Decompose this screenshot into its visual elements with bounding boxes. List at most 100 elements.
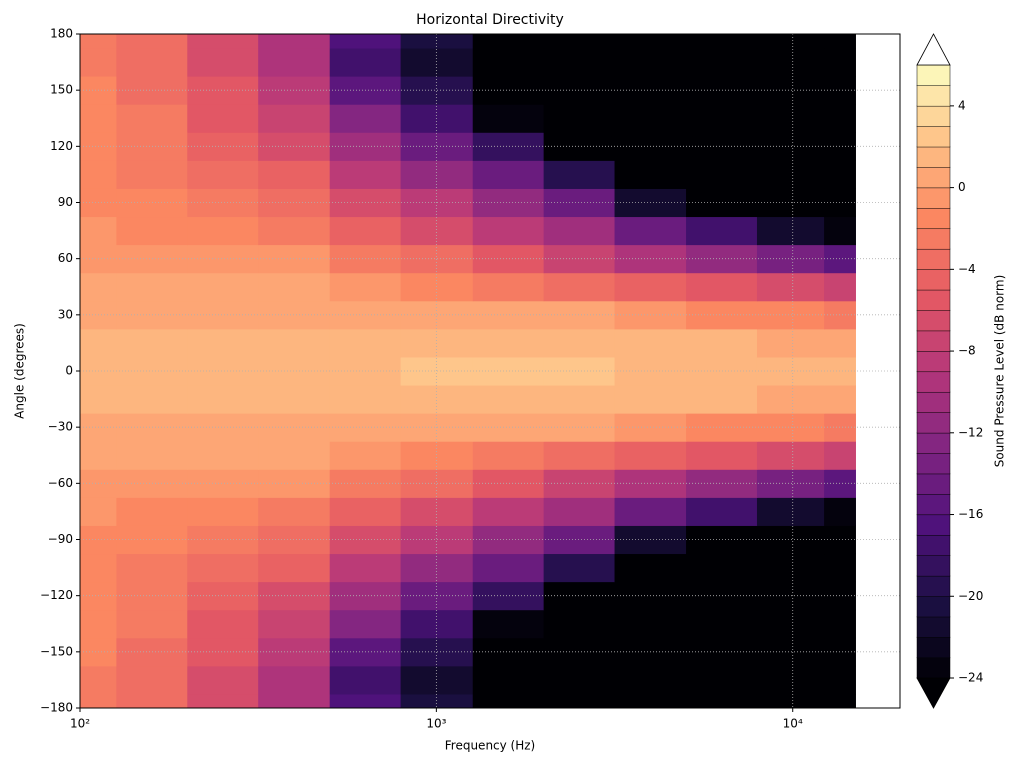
cell — [472, 272, 545, 302]
cell — [329, 553, 402, 583]
cell — [116, 693, 188, 709]
cell — [80, 160, 117, 189]
cell — [543, 637, 616, 667]
cell — [614, 553, 687, 583]
colorbar-level — [916, 64, 951, 86]
y-tick-label: 120 — [50, 139, 73, 153]
cell — [187, 300, 259, 330]
cell — [187, 441, 259, 470]
cell — [686, 328, 758, 358]
cell — [472, 34, 545, 49]
colorbar-level — [916, 289, 951, 311]
cell — [756, 609, 825, 639]
cell — [187, 216, 259, 246]
cell — [329, 385, 402, 414]
cell — [543, 34, 616, 49]
cell — [543, 300, 616, 330]
cell — [400, 104, 474, 133]
cell — [400, 525, 474, 555]
cell — [80, 609, 117, 639]
cell — [187, 188, 259, 218]
cell — [400, 48, 474, 77]
cell — [614, 104, 687, 133]
cell — [824, 356, 856, 386]
cell — [614, 665, 687, 695]
colorbar-level — [916, 207, 951, 230]
cell — [756, 272, 825, 302]
cell — [472, 244, 545, 274]
colorbar-level — [916, 493, 951, 516]
cell — [400, 609, 474, 639]
cell — [400, 34, 474, 49]
cell — [329, 441, 402, 470]
cell — [756, 469, 825, 498]
x-tick-label: 10⁴ — [783, 717, 803, 731]
cell — [116, 609, 188, 639]
cell — [824, 413, 856, 442]
colorbar-level — [916, 371, 951, 393]
y-tick-label: 30 — [58, 307, 73, 321]
colorbar-level — [916, 187, 951, 209]
colorbar-level — [916, 452, 951, 475]
cell — [258, 34, 331, 49]
colorbar-tick-label: 0 — [958, 180, 966, 194]
cell — [187, 132, 259, 161]
cell — [258, 216, 331, 246]
cell — [329, 609, 402, 639]
cell — [686, 693, 758, 709]
cell — [116, 328, 188, 358]
colorbar-tick-label: −12 — [958, 425, 983, 439]
cell — [686, 216, 758, 246]
cell — [756, 356, 825, 386]
cell — [686, 497, 758, 526]
cell — [258, 188, 331, 218]
cell — [472, 637, 545, 667]
cell — [543, 525, 616, 555]
cell — [543, 581, 616, 611]
cell — [400, 497, 474, 526]
colorbar-level — [916, 309, 951, 332]
cell — [756, 525, 825, 555]
cell — [472, 665, 545, 695]
cell — [329, 693, 402, 709]
cell — [824, 525, 856, 555]
cell — [686, 441, 758, 470]
cell — [472, 441, 545, 470]
cell — [824, 300, 856, 330]
cell — [80, 665, 117, 695]
cell — [80, 34, 117, 49]
cell — [756, 48, 825, 77]
cell — [472, 76, 545, 105]
colorbar-level — [916, 166, 951, 189]
colorbar-level — [916, 534, 951, 556]
cell — [472, 581, 545, 611]
y-tick-label: 60 — [58, 251, 73, 265]
cell — [543, 272, 616, 302]
cell — [116, 272, 188, 302]
cell — [756, 244, 825, 274]
cell — [614, 160, 687, 189]
cell — [80, 104, 117, 133]
colorbar-level — [916, 269, 951, 291]
cell — [187, 76, 259, 105]
y-tick-label: −60 — [48, 476, 73, 490]
cell — [400, 665, 474, 695]
x-tick-label: 10² — [70, 717, 90, 731]
chart-title: Horizontal Directivity — [416, 12, 564, 28]
cell — [614, 34, 687, 49]
cell — [614, 497, 687, 526]
y-tick-label: −30 — [48, 420, 73, 434]
cell — [686, 188, 758, 218]
colorbar-tick-label: −24 — [958, 671, 983, 685]
cell — [614, 385, 687, 414]
cell — [756, 581, 825, 611]
cell — [824, 609, 856, 639]
cell — [329, 665, 402, 695]
cell — [329, 104, 402, 133]
cell — [686, 48, 758, 77]
cell — [824, 637, 856, 667]
cell — [686, 104, 758, 133]
cell — [400, 553, 474, 583]
cell — [329, 497, 402, 526]
colorbar-level — [916, 146, 951, 168]
